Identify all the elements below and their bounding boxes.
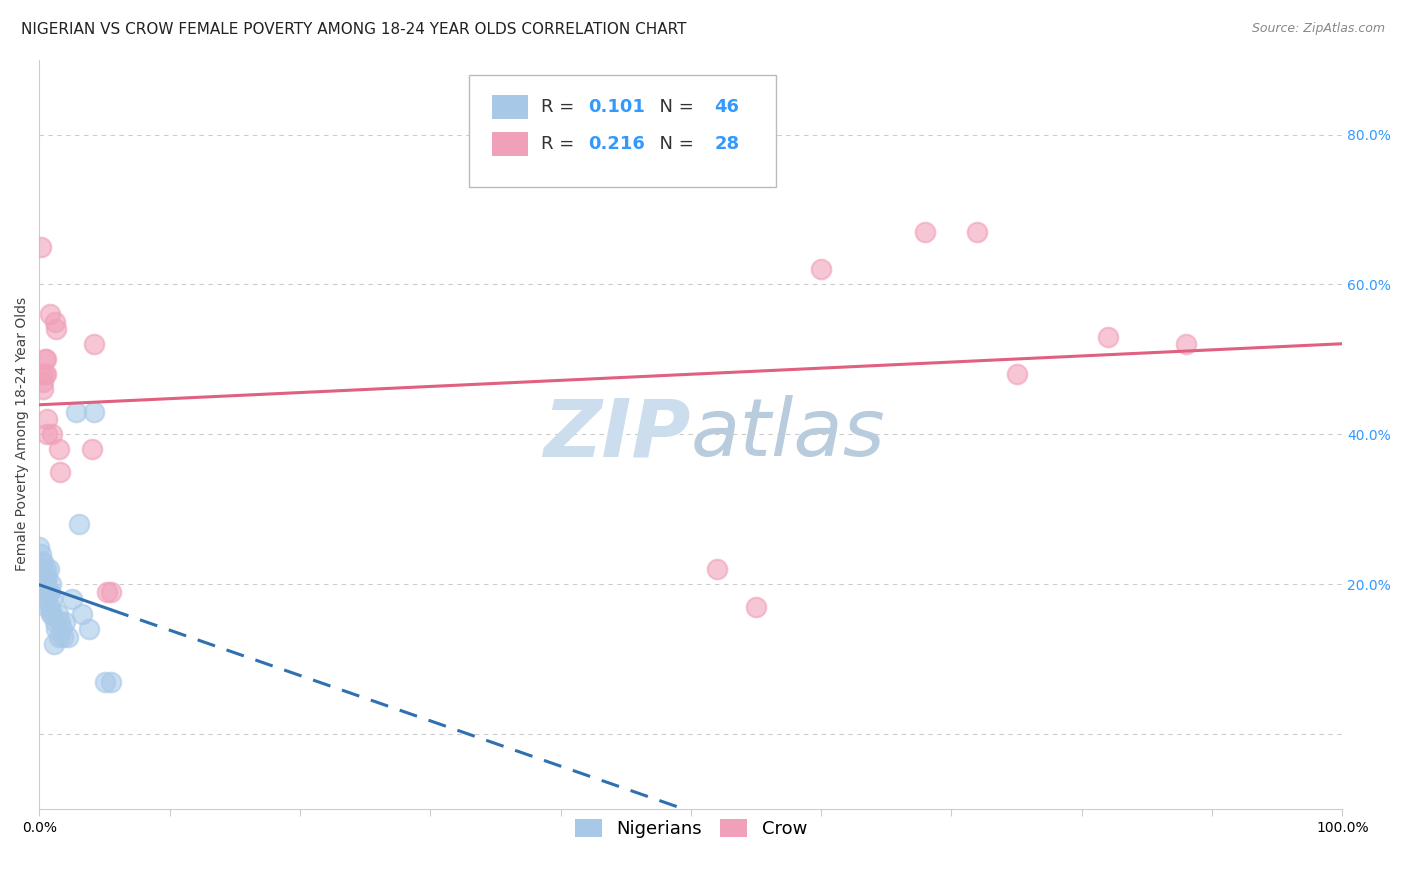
Point bbox=[37, 570, 59, 584]
Point bbox=[49, 465, 72, 479]
Point bbox=[42, 637, 65, 651]
Point bbox=[67, 517, 90, 532]
Legend: Nigerians, Crow: Nigerians, Crow bbox=[568, 812, 814, 845]
Point bbox=[31, 570, 53, 584]
Point bbox=[810, 262, 832, 277]
Point bbox=[1005, 368, 1028, 382]
Point bbox=[80, 442, 103, 457]
Point bbox=[41, 592, 63, 607]
Point bbox=[96, 584, 118, 599]
Text: R =: R = bbox=[541, 136, 581, 153]
Point bbox=[44, 615, 66, 629]
Point bbox=[32, 555, 55, 569]
Point bbox=[41, 427, 63, 442]
Point bbox=[1097, 330, 1119, 344]
Point bbox=[45, 622, 67, 636]
Y-axis label: Female Poverty Among 18-24 Year Olds: Female Poverty Among 18-24 Year Olds bbox=[15, 297, 30, 572]
Point bbox=[32, 383, 55, 397]
Text: 28: 28 bbox=[714, 136, 740, 153]
Point bbox=[35, 352, 58, 367]
Point bbox=[32, 562, 55, 576]
Point bbox=[100, 674, 122, 689]
Point bbox=[38, 584, 60, 599]
Text: N =: N = bbox=[648, 136, 699, 153]
Text: N =: N = bbox=[648, 98, 699, 116]
Point bbox=[31, 555, 53, 569]
Point bbox=[44, 315, 66, 329]
Text: Source: ZipAtlas.com: Source: ZipAtlas.com bbox=[1251, 22, 1385, 36]
Point bbox=[46, 607, 69, 622]
Point bbox=[32, 577, 55, 591]
Point bbox=[28, 562, 51, 576]
Point bbox=[41, 607, 63, 622]
FancyBboxPatch shape bbox=[492, 132, 529, 156]
Text: 0.216: 0.216 bbox=[588, 136, 645, 153]
Point bbox=[37, 584, 59, 599]
Text: NIGERIAN VS CROW FEMALE POVERTY AMONG 18-24 YEAR OLDS CORRELATION CHART: NIGERIAN VS CROW FEMALE POVERTY AMONG 18… bbox=[21, 22, 686, 37]
Point bbox=[966, 225, 988, 239]
Point bbox=[35, 592, 58, 607]
Point bbox=[1174, 337, 1197, 351]
Point bbox=[32, 375, 55, 389]
Point bbox=[34, 570, 56, 584]
FancyBboxPatch shape bbox=[492, 95, 529, 119]
Point bbox=[35, 577, 58, 591]
Point bbox=[38, 562, 60, 576]
Point bbox=[65, 405, 87, 419]
Point bbox=[31, 584, 53, 599]
Point bbox=[30, 547, 52, 561]
Point bbox=[83, 337, 105, 351]
Point bbox=[30, 240, 52, 254]
Text: atlas: atlas bbox=[690, 395, 886, 474]
Point bbox=[52, 630, 75, 644]
Point bbox=[38, 308, 60, 322]
Point bbox=[34, 577, 56, 591]
Point bbox=[745, 599, 768, 614]
Point bbox=[77, 622, 100, 636]
Point bbox=[100, 584, 122, 599]
Point bbox=[34, 368, 56, 382]
Text: 0.101: 0.101 bbox=[588, 98, 645, 116]
Point bbox=[48, 442, 70, 457]
Point bbox=[28, 540, 51, 554]
Point bbox=[31, 368, 53, 382]
Point bbox=[60, 592, 83, 607]
Point bbox=[45, 322, 67, 336]
Point bbox=[39, 607, 62, 622]
Text: 46: 46 bbox=[714, 98, 740, 116]
Point bbox=[30, 577, 52, 591]
Point bbox=[72, 607, 94, 622]
Point bbox=[51, 622, 73, 636]
FancyBboxPatch shape bbox=[470, 75, 776, 187]
Point bbox=[55, 615, 77, 629]
Point bbox=[914, 225, 936, 239]
Point bbox=[56, 630, 79, 644]
Point bbox=[34, 584, 56, 599]
Point bbox=[706, 562, 728, 576]
Text: R =: R = bbox=[541, 98, 581, 116]
Point bbox=[35, 562, 58, 576]
Point bbox=[30, 562, 52, 576]
Point bbox=[37, 427, 59, 442]
Point bbox=[34, 352, 56, 367]
Point bbox=[49, 615, 72, 629]
Point bbox=[37, 599, 59, 614]
Point bbox=[48, 630, 70, 644]
Point bbox=[37, 412, 59, 426]
Point bbox=[39, 577, 62, 591]
Point bbox=[38, 584, 60, 599]
Point bbox=[35, 368, 58, 382]
Point bbox=[93, 674, 115, 689]
Point bbox=[38, 599, 60, 614]
Text: ZIP: ZIP bbox=[544, 395, 690, 474]
Point bbox=[83, 405, 105, 419]
